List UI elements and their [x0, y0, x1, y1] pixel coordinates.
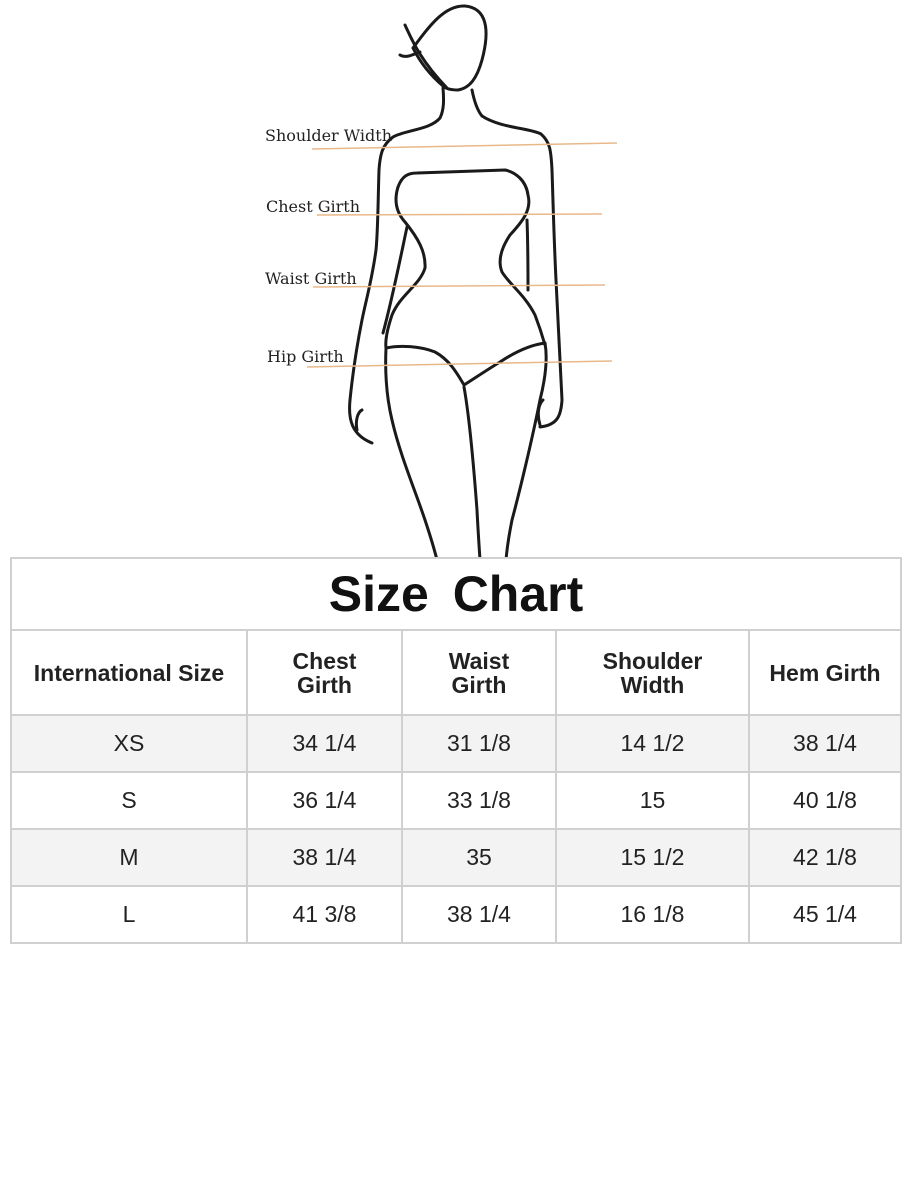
- header-shoulder-width: Shoulder Width: [555, 629, 750, 716]
- table-cell: 15: [555, 771, 750, 830]
- table-cell: 14 1/2: [555, 714, 750, 773]
- header-hem-girth: Hem Girth: [747, 629, 903, 716]
- table-cell: 38 1/4: [246, 828, 403, 887]
- table-cell: L: [10, 885, 248, 944]
- hip-girth-label: Hip Girth: [267, 347, 344, 366]
- header-row: International Size Chest Girth Waist Gir…: [10, 629, 903, 716]
- header-waist-girth: Waist Girth: [401, 629, 557, 716]
- table-cell: 36 1/4: [246, 771, 403, 830]
- measurement-lines: [306, 142, 618, 368]
- table-row: L 41 3/8 38 1/4 16 1/8 45 1/4: [10, 885, 903, 944]
- chest-girth-line: [316, 213, 603, 216]
- table-cell: 41 3/8: [246, 885, 403, 944]
- table-cell: 38 1/4: [747, 714, 903, 773]
- table-cell: 40 1/8: [747, 771, 903, 830]
- header-label: Shoulder Width: [602, 647, 703, 698]
- table-cell: M: [10, 828, 248, 887]
- header-label: Chest Girth: [292, 647, 357, 698]
- shoulder-width-label: Shoulder Width: [265, 126, 393, 145]
- table-cell: 15 1/2: [555, 828, 750, 887]
- size-chart-table: Size Chart International Size Chest Girt…: [9, 557, 903, 944]
- table-cell: 35: [401, 828, 557, 887]
- body-measurement-figure: Shoulder Width Chest Girth Waist Girth H…: [0, 0, 910, 562]
- header-label: Waist Girth: [448, 647, 510, 698]
- body-outline-illustration: [348, 4, 564, 562]
- table-cell: XS: [10, 714, 248, 773]
- table-cell: 34 1/4: [246, 714, 403, 773]
- table-cell: 45 1/4: [747, 885, 903, 944]
- shoulder-width-line: [311, 142, 618, 150]
- table-cell: 31 1/8: [401, 714, 557, 773]
- size-chart-title: Size Chart: [9, 557, 903, 631]
- table-cell: 16 1/8: [555, 885, 750, 944]
- table-cell: 38 1/4: [401, 885, 557, 944]
- table-cell: S: [10, 771, 248, 830]
- header-international-size: International Size: [10, 629, 248, 716]
- table-row: S 36 1/4 33 1/8 15 40 1/8: [10, 771, 903, 830]
- hip-girth-line: [306, 360, 613, 368]
- table-cell: 33 1/8: [401, 771, 557, 830]
- table-row: XS 34 1/4 31 1/8 14 1/2 38 1/4: [10, 714, 903, 773]
- table-cell: 42 1/8: [747, 828, 903, 887]
- header-chest-girth: Chest Girth: [246, 629, 403, 716]
- chest-girth-label: Chest Girth: [266, 197, 361, 216]
- table-row: M 38 1/4 35 15 1/2 42 1/8: [10, 828, 903, 887]
- waist-girth-label: Waist Girth: [265, 269, 357, 288]
- waist-girth-line: [312, 284, 606, 288]
